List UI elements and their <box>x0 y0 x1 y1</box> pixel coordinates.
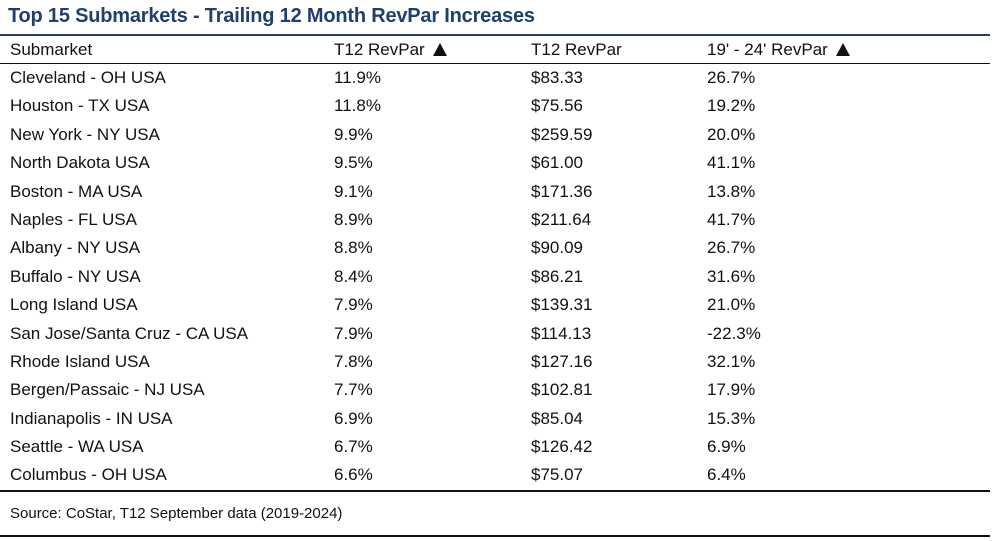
submarket-name-cell: Cleveland - OH USA <box>10 68 166 87</box>
value-cell: -22.3% <box>707 323 761 343</box>
value-cell: 31.6% <box>707 266 756 286</box>
value-cell: $211.64 <box>531 209 592 229</box>
column-header: T12 RevPar <box>531 36 622 63</box>
table-row: Rhode Island USA 7.8% $127.16 32.1% <box>0 348 990 376</box>
value-cell: 6.4% <box>707 465 746 485</box>
value-cell: 11.9% <box>334 68 381 87</box>
table-row: Bergen/Passaic - NJ USA 7.7% $102.81 17.9% <box>0 376 990 404</box>
footer-rule <box>0 535 990 537</box>
table-row: Naples - FL USA 8.9% $211.64 41.7% <box>0 206 990 234</box>
source-note: Source: CoStar, T12 September data (2019… <box>10 505 343 522</box>
submarket-name-cell: Albany - NY USA <box>10 238 141 258</box>
value-cell: 7.7% <box>334 380 373 400</box>
value-cell: 8.9% <box>334 209 373 229</box>
table-row: Buffalo - NY USA 8.4% $86.21 31.6% <box>0 263 990 291</box>
submarket-name-cell: Columbus - OH USA <box>10 465 167 485</box>
table-row: Boston - MA USA 9.1% $171.36 13.8% <box>0 178 990 206</box>
up-triangle-icon <box>835 43 850 56</box>
table-row: Columbus - OH USA 6.6% $75.07 6.4% <box>0 461 990 489</box>
value-cell: 7.9% <box>334 295 373 315</box>
value-cell: 7.9% <box>334 323 373 343</box>
value-cell: 6.9% <box>334 408 373 428</box>
value-cell: 6.6% <box>334 465 373 485</box>
value-cell: 6.7% <box>334 437 373 457</box>
table-row: Indianapolis - IN USA 6.9% $85.04 15.3% <box>0 405 990 433</box>
value-cell: 26.7% <box>707 68 756 87</box>
table-row: Long Island USA 7.9% $139.31 21.0% <box>0 291 990 319</box>
value-cell: 9.5% <box>334 153 373 173</box>
submarket-name-cell: Houston - TX USA <box>10 96 150 116</box>
value-cell: 19.2% <box>707 96 756 116</box>
value-cell: 9.1% <box>334 181 373 201</box>
submarket-name-cell: Bergen/Passaic - NJ USA <box>10 380 205 400</box>
value-cell: 13.8% <box>707 181 756 201</box>
value-cell: $83.33 <box>531 68 583 87</box>
table-row: Cleveland - OH USA 11.9% $83.33 26.7% <box>0 64 990 92</box>
submarket-name-cell: Indianapolis - IN USA <box>10 408 173 428</box>
submarket-name-cell: North Dakota USA <box>10 153 150 173</box>
submarkets-table: Submarket T12 RevPar T12 RevPar 19' - 24' R… <box>0 36 990 490</box>
value-cell: 20.0% <box>707 124 756 144</box>
value-cell: $259.59 <box>531 124 593 144</box>
value-cell: $139.31 <box>531 295 593 315</box>
value-cell: 21.0% <box>707 295 756 315</box>
value-cell: 6.9% <box>707 437 746 457</box>
column-header-label: Submarket <box>10 40 93 59</box>
column-header-label: T12 RevPar <box>531 40 622 59</box>
title-underline <box>0 34 990 36</box>
value-cell: $114.13 <box>531 323 592 343</box>
value-cell: 8.8% <box>334 238 373 258</box>
value-cell: $61.00 <box>531 153 583 173</box>
submarket-name-cell: New York - NY USA <box>10 124 160 144</box>
table-header-row: Submarket T12 RevPar T12 RevPar 19' - 24' R… <box>0 36 990 64</box>
table-row: Houston - TX USA 11.8% $75.56 19.2% <box>0 92 990 120</box>
column-header-label: T12 RevPar <box>334 40 425 59</box>
table-row: San Jose/Santa Cruz - CA USA 7.9% $114.13 -… <box>0 320 990 348</box>
value-cell: 32.1% <box>707 351 756 371</box>
value-cell: $85.04 <box>531 408 583 428</box>
value-cell: 41.7% <box>707 209 756 229</box>
table-row: Albany - NY USA 8.8% $90.09 26.7% <box>0 234 990 262</box>
column-header: T12 RevPar <box>334 36 447 63</box>
submarket-name-cell: Boston - MA USA <box>10 181 143 201</box>
submarket-name-cell: Long Island USA <box>10 295 138 315</box>
table-row: Seattle - WA USA 6.7% $126.42 6.9% <box>0 433 990 461</box>
table-row: North Dakota USA 9.5% $61.00 41.1% <box>0 149 990 177</box>
value-cell: 7.8% <box>334 351 373 371</box>
value-cell: 9.9% <box>334 124 373 144</box>
value-cell: 17.9% <box>707 380 756 400</box>
value-cell: 15.3% <box>707 408 756 428</box>
value-cell: 8.4% <box>334 266 373 286</box>
value-cell: $90.09 <box>531 238 583 258</box>
column-header-label: 19' - 24' RevPar <box>707 40 828 59</box>
value-cell: 11.8% <box>334 96 381 116</box>
column-header: 19' - 24' RevPar <box>707 36 850 63</box>
submarket-name-cell: Seattle - WA USA <box>10 437 144 457</box>
value-cell: 41.1% <box>707 153 756 173</box>
up-triangle-icon <box>432 43 447 56</box>
value-cell: $127.16 <box>531 351 593 371</box>
value-cell: $126.42 <box>531 437 593 457</box>
value-cell: $171.36 <box>531 181 593 201</box>
column-header: Submarket <box>10 36 92 63</box>
value-cell: $102.81 <box>531 380 593 400</box>
table-bottom-rule <box>0 490 990 492</box>
value-cell: $86.21 <box>531 266 583 286</box>
submarket-name-cell: Naples - FL USA <box>10 209 137 229</box>
value-cell: $75.07 <box>531 465 583 485</box>
submarket-name-cell: Buffalo - NY USA <box>10 266 141 286</box>
value-cell: 26.7% <box>707 238 756 258</box>
chart-title: Top 15 Submarkets - Trailing 12 Month Re… <box>8 5 535 27</box>
table-row: New York - NY USA 9.9% $259.59 20.0% <box>0 121 990 149</box>
value-cell: $75.56 <box>531 96 583 116</box>
submarket-name-cell: San Jose/Santa Cruz - CA USA <box>10 323 249 343</box>
submarket-name-cell: Rhode Island USA <box>10 351 150 371</box>
